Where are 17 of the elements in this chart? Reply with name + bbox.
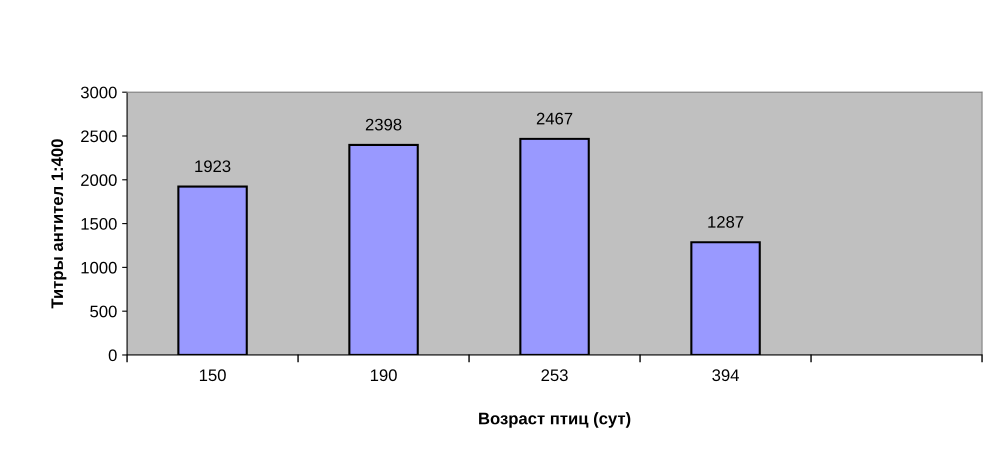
y-tick-label: 1500 bbox=[82, 218, 117, 230]
x-axis-title: Возраст птиц (сут) bbox=[479, 412, 630, 428]
x-tick-label: 394 bbox=[712, 369, 739, 382]
data-label: 1923 bbox=[195, 160, 230, 172]
x-tick-label: 190 bbox=[370, 369, 397, 382]
y-tick-label: 500 bbox=[90, 306, 117, 318]
y-tick-label: 0 bbox=[108, 349, 117, 362]
y-tick-label: 3000 bbox=[80, 86, 117, 98]
x-tick-label: 150 bbox=[200, 369, 226, 382]
data-label: 2398 bbox=[366, 118, 402, 131]
y-tick-label: 1000 bbox=[82, 262, 117, 274]
y-tick-label: 2000 bbox=[81, 174, 117, 186]
data-label: 2467 bbox=[536, 112, 572, 124]
x-tick-label: 253 bbox=[541, 369, 568, 382]
data-label: 1287 bbox=[708, 216, 744, 228]
y-axis-title: Титры антител 1:400 bbox=[51, 139, 66, 308]
y-tick-label: 2500 bbox=[81, 130, 117, 142]
